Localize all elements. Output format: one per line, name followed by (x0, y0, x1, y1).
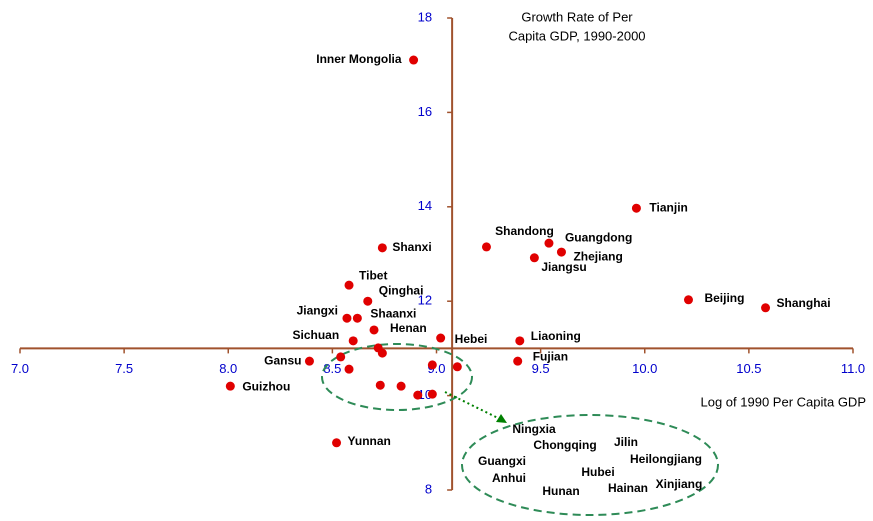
y-tick-label: 16 (418, 104, 432, 119)
x-tick-label: 8.0 (219, 361, 237, 376)
cluster-label: Jilin (614, 435, 638, 449)
point (631, 203, 641, 213)
point (304, 356, 314, 366)
point-label: Gansu (264, 353, 301, 367)
point (556, 247, 566, 257)
point-label: Henan (390, 321, 427, 335)
cluster-label: Guangxi (478, 454, 526, 468)
point-label: Inner Mongolia (316, 52, 402, 66)
point (332, 438, 342, 448)
point (683, 295, 693, 305)
point (427, 389, 437, 399)
point (396, 381, 406, 391)
cluster-ellipse (321, 343, 473, 411)
point (544, 238, 554, 248)
x-tick-label: 11.0 (841, 361, 865, 376)
cluster-label: Hainan (608, 481, 648, 495)
point-label: Shanxi (392, 240, 431, 254)
point (529, 253, 539, 263)
point-label: Tibet (359, 268, 387, 282)
point (336, 352, 346, 362)
cluster-arrow (444, 391, 501, 420)
point-label: Jiangsu (541, 260, 586, 274)
point (352, 313, 362, 323)
cluster-ellipse (461, 414, 719, 516)
x-tick-label: 9.5 (532, 361, 550, 376)
point (348, 336, 358, 346)
point-label: Shandong (495, 224, 554, 238)
x-tick-label: 7.0 (11, 361, 29, 376)
point-label: Tianjin (649, 200, 687, 214)
y-tick-label: 18 (418, 9, 432, 24)
cluster-label: Hunan (542, 484, 579, 498)
point-label: Guangdong (565, 230, 632, 244)
point-label: Qinghai (379, 283, 424, 297)
cluster-label: Hubei (581, 465, 614, 479)
x-axis-label: Log of 1990 Per Capita GDP (701, 394, 867, 409)
cluster-label: Xinjiang (656, 477, 703, 491)
point-label: Hebei (455, 332, 488, 346)
x-tick-label: 10.0 (632, 361, 657, 376)
point (452, 362, 462, 372)
point-label: Guizhou (242, 379, 290, 393)
point (369, 325, 379, 335)
point (409, 55, 419, 65)
point (342, 313, 352, 323)
point-label: Yunnan (348, 434, 391, 448)
point (481, 242, 491, 252)
point-label: Sichuan (293, 328, 340, 342)
y-tick-label: 8 (425, 481, 432, 496)
point (344, 280, 354, 290)
x-tick-label: 10.5 (736, 361, 761, 376)
point-label: Fujian (533, 349, 568, 363)
point-label: Shaanxi (370, 306, 416, 320)
point (377, 348, 387, 358)
point-label: Liaoning (531, 329, 581, 343)
cluster-label: Heilongjiang (630, 452, 702, 466)
chart-title-line: Capita GDP, 1990-2000 (508, 28, 645, 43)
y-tick-label: 12 (418, 293, 432, 308)
point (427, 360, 437, 370)
point-label: Beijing (704, 291, 744, 305)
x-tick-label: 8.5 (323, 361, 341, 376)
point-label: Shanghai (777, 296, 831, 310)
cluster-label: Chongqing (533, 438, 596, 452)
point-label: Zhejiang (573, 249, 622, 263)
chart-title-line: Growth Rate of Per (521, 9, 633, 24)
point (513, 356, 523, 366)
point (377, 243, 387, 253)
point (344, 364, 354, 374)
x-tick-label: 7.5 (115, 361, 133, 376)
point (225, 381, 235, 391)
point (436, 333, 446, 343)
cluster-label: Anhui (492, 471, 526, 485)
cluster-arrow-head (496, 414, 507, 423)
point (515, 336, 525, 346)
point-label: Jiangxi (297, 303, 338, 317)
y-tick-label: 14 (418, 198, 432, 213)
point (413, 390, 423, 400)
y-tick-label: 10 (418, 387, 432, 402)
point (375, 380, 385, 390)
point (363, 296, 373, 306)
point (761, 303, 771, 313)
cluster-label: Ningxia (512, 422, 556, 436)
